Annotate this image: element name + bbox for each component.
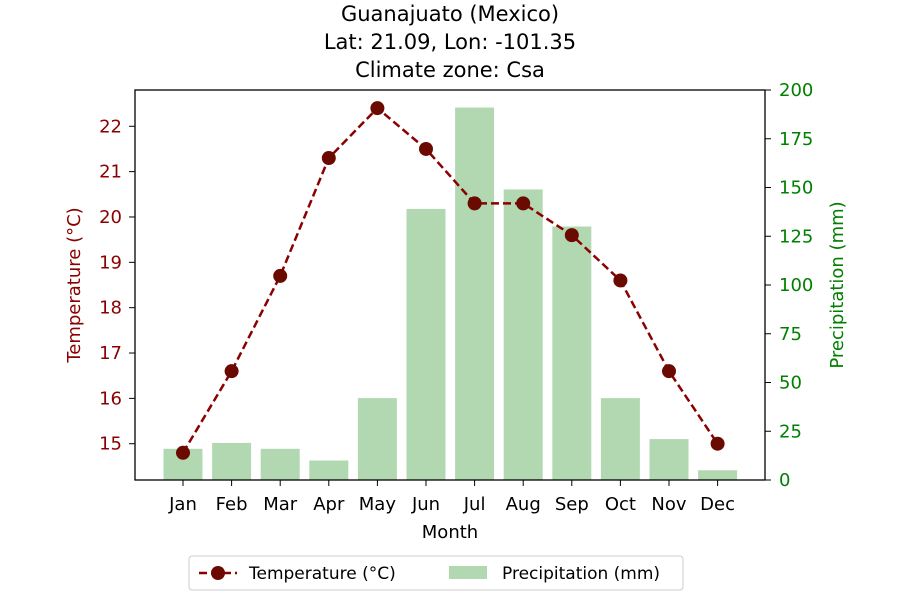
y-right-tick-label: 0	[779, 470, 790, 491]
y-left-tick-label: 17	[99, 343, 122, 364]
y-left-tick-label: 21	[99, 162, 122, 183]
x-tick-label: May	[359, 494, 397, 515]
y-right-tick-label: 200	[779, 80, 813, 101]
precipitation-bar	[503, 189, 543, 480]
temperature-marker	[176, 445, 190, 460]
precipitation-bar	[600, 398, 640, 480]
y-right-tick-label: 50	[779, 373, 802, 394]
temperature-marker	[273, 268, 288, 283]
precipitation-bar	[552, 226, 592, 480]
precipitation-bar	[455, 107, 495, 481]
y-right-tick-label: 150	[779, 178, 813, 199]
x-tick-label: Apr	[313, 494, 345, 515]
y-left-tick-label: 18	[99, 298, 122, 319]
title-line-2: Lat: 21.09, Lon: -101.35	[324, 30, 576, 54]
legend-precipitation-label: Precipitation (mm)	[502, 564, 660, 584]
chart-title: Guanajuato (Mexico) Lat: 21.09, Lon: -10…	[324, 2, 576, 82]
temperature-marker	[224, 364, 239, 379]
temperature-marker	[419, 141, 433, 156]
legend: Temperature (°C) Precipitation (mm)	[188, 555, 684, 591]
y-right-tick-label: 75	[779, 324, 802, 345]
y-left-tick-label: 22	[99, 116, 122, 137]
y-left-tick-label: 16	[99, 388, 122, 409]
y-right-tick-label: 100	[779, 275, 813, 296]
x-tick-label: Feb	[216, 494, 248, 515]
y-right-tick-label: 175	[779, 129, 813, 150]
precipitation-bars	[163, 107, 738, 481]
x-tick-label: Dec	[700, 494, 735, 515]
precipitation-bar	[406, 208, 446, 480]
x-tick-label: Oct	[605, 494, 636, 515]
precipitation-bar	[309, 460, 349, 480]
temperature-marker	[370, 101, 385, 116]
temperature-marker	[564, 228, 579, 243]
x-tick-label: Sep	[555, 494, 589, 515]
temperature-marker	[321, 151, 336, 166]
temperature-marker	[516, 196, 531, 211]
y-axis-label-right: Precipitation (mm)	[827, 201, 848, 368]
temperature-marker	[710, 436, 725, 451]
y-left-tick-label: 15	[99, 434, 122, 455]
precipitation-bar	[649, 439, 689, 480]
precipitation-bar	[260, 448, 300, 480]
axes: Jan Feb Mar Apr May Jun Jul Aug Sep Oct Nov Dec 15 16…	[99, 80, 813, 515]
x-tick-label: Jun	[411, 494, 440, 515]
title-line-3: Climate zone: Csa	[355, 58, 545, 82]
x-axis-label: Month	[422, 522, 478, 543]
legend-temperature-swatch	[199, 566, 237, 580]
y-right-tick-label: 125	[779, 226, 813, 247]
y-left-tick-label: 20	[99, 207, 122, 228]
y-axis-label-left: Temperature (°C)	[64, 207, 85, 363]
x-tick-label: Nov	[651, 494, 686, 515]
precipitation-bar	[357, 398, 397, 480]
x-tick-label: Mar	[263, 494, 298, 515]
legend-precipitation-swatch	[449, 566, 487, 579]
x-tick-label: Aug	[506, 494, 541, 515]
x-tick-label: Jan	[168, 494, 197, 515]
temperature-line	[176, 101, 725, 460]
precipitation-bar	[212, 442, 252, 480]
legend-temperature-label: Temperature (°C)	[248, 564, 396, 584]
temperature-marker	[613, 273, 628, 288]
y-left-tick-label: 19	[99, 252, 122, 273]
y-right-tick-label: 25	[779, 421, 802, 442]
plot-frame	[134, 89, 766, 481]
legend-temperature-marker	[211, 566, 225, 580]
temperature-marker	[662, 364, 676, 379]
temperature-marker	[467, 196, 482, 211]
title-line-1: Guanajuato (Mexico)	[341, 2, 559, 26]
x-tick-label: Jul	[463, 494, 486, 515]
precipitation-bar	[698, 470, 738, 480]
legend-box	[188, 555, 684, 591]
temperature-line-path	[181, 106, 719, 454]
